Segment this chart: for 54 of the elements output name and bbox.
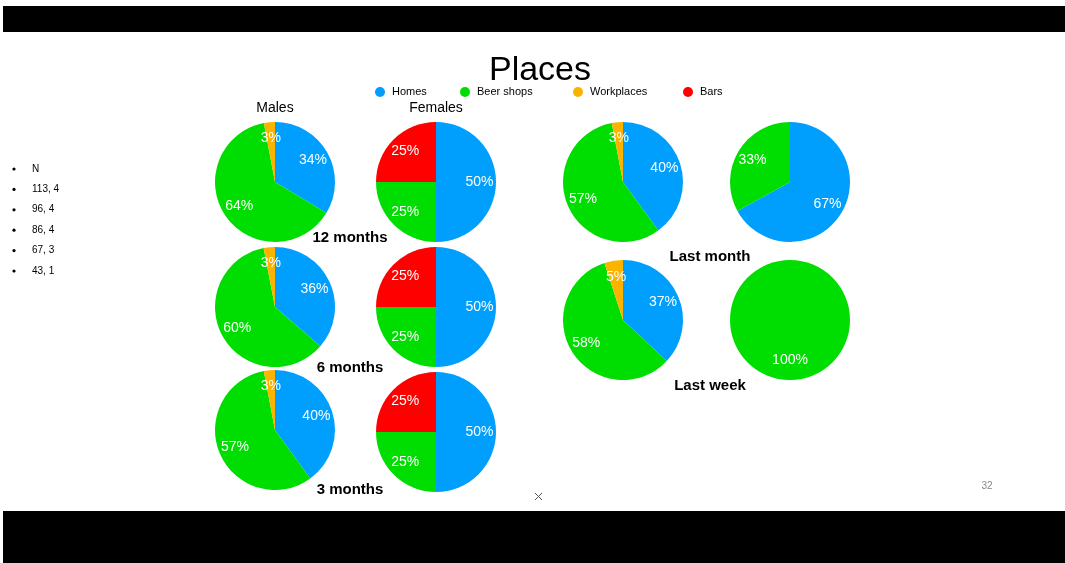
data-label: 50% — [465, 297, 494, 314]
data-label: 25% — [391, 266, 420, 283]
data-label: 60% — [223, 319, 252, 336]
text: 12 months — [312, 228, 388, 245]
pie-slice — [436, 247, 496, 367]
data-label: 33% — [738, 150, 767, 167]
data-label: 3% — [260, 129, 282, 146]
legend-label: Bars — [700, 84, 724, 97]
legend-label: Workplaces — [590, 84, 648, 97]
text: 43, 1 — [32, 264, 55, 276]
text: 3 months — [316, 480, 384, 497]
text: 32 — [981, 480, 993, 491]
data-label: 64% — [225, 197, 254, 214]
data-label: 37% — [648, 293, 677, 310]
text: 67, 3 — [32, 244, 55, 256]
text: Males — [256, 99, 294, 115]
text: 86, 4 — [32, 223, 55, 235]
data-label: 25% — [391, 328, 420, 345]
pie-slice — [376, 372, 436, 432]
text: 6 months — [316, 358, 384, 375]
text: N — [32, 162, 40, 174]
data-label: 3% — [260, 377, 282, 394]
data-label: 57% — [221, 437, 250, 454]
legend-label: Homes — [392, 84, 428, 97]
text: Females — [409, 99, 463, 115]
pie-slice — [436, 372, 496, 492]
data-label: 50% — [465, 422, 494, 439]
data-label: 3% — [260, 254, 281, 271]
data-label: 50% — [465, 172, 494, 189]
pie-slice — [215, 123, 327, 242]
text: Last month — [669, 247, 751, 264]
data-label: 25% — [391, 391, 420, 408]
data-label: 100% — [772, 350, 808, 367]
pie-slice — [730, 122, 790, 211]
text: 113, 4 — [32, 183, 60, 195]
pie-slice — [737, 122, 850, 242]
data-label: 25% — [391, 141, 420, 158]
text: Places — [488, 49, 592, 87]
pie-slice — [376, 247, 436, 307]
text: 96, 4 — [32, 203, 55, 215]
legend-label: Beer shops — [477, 84, 534, 97]
pie-slice — [376, 122, 436, 182]
data-label: 67% — [813, 194, 842, 211]
data-label: 3% — [608, 129, 630, 146]
data-label: 36% — [300, 279, 329, 296]
data-label: 58% — [572, 334, 601, 351]
data-label: 25% — [391, 453, 420, 470]
pie-slice — [436, 122, 496, 242]
text: Last week — [674, 376, 747, 393]
data-label: 57% — [569, 189, 598, 206]
data-label: 40% — [302, 407, 331, 424]
data-label: 34% — [298, 151, 327, 168]
data-label: 25% — [391, 203, 420, 220]
data-label: 40% — [650, 159, 679, 176]
